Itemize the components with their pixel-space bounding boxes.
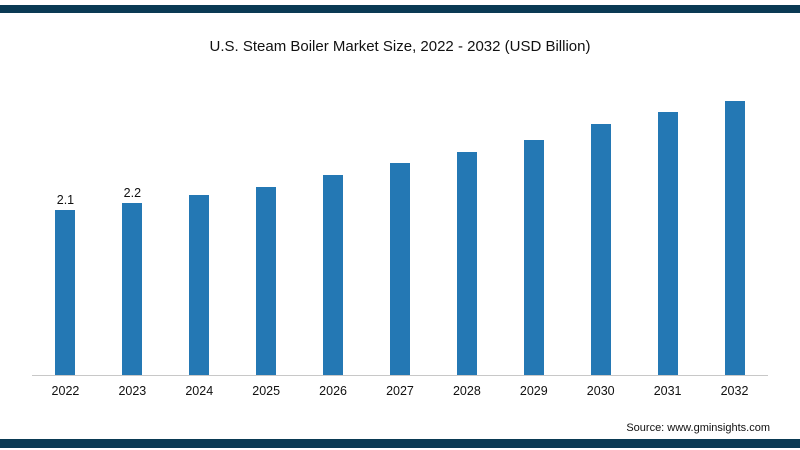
bar	[724, 101, 745, 375]
bar-value-label: 2.2	[123, 186, 142, 200]
x-axis-label: 2022	[51, 384, 80, 398]
x-axis-labels: 2022 2023 2024 2025 2026 2027 2028 2029 2030 2031…	[32, 376, 768, 398]
x-axis-label: 2028	[452, 384, 481, 398]
bar	[189, 195, 210, 375]
bar	[55, 210, 76, 375]
bars-container: 2.1 2.2	[32, 85, 768, 376]
plot-area: 2.1 2.2 2022 2023 2024 2025 2026 2027 2028 2029 2…	[32, 85, 768, 398]
x-axis-label: 2030	[586, 384, 615, 398]
bar-column: 2.1	[32, 193, 99, 375]
chart-title: U.S. Steam Boiler Market Size, 2022 - 20…	[209, 38, 591, 55]
top-border	[0, 5, 800, 13]
x-axis-label: 2031	[653, 384, 682, 398]
bar-column	[500, 140, 567, 375]
bar	[456, 152, 477, 375]
bar	[323, 175, 344, 375]
bar	[523, 140, 544, 375]
x-axis-label: 2023	[118, 384, 147, 398]
bar	[657, 112, 678, 375]
bottom-border	[0, 439, 800, 448]
x-axis-label: 2024	[185, 384, 214, 398]
bar-column	[166, 195, 233, 375]
source-text: Source: www.gminsights.com	[626, 422, 770, 434]
bar-column: 2.2	[99, 186, 166, 375]
x-axis-label: 2025	[252, 384, 281, 398]
x-axis-label: 2032	[720, 384, 749, 398]
x-axis-label: 2027	[386, 384, 414, 398]
bar-column	[634, 112, 701, 375]
bar-column	[567, 124, 634, 375]
bar-column	[433, 152, 500, 375]
bar-column	[701, 101, 768, 375]
bar-column	[233, 187, 300, 375]
x-axis-label: 2029	[519, 384, 548, 398]
bar	[122, 203, 143, 375]
bar	[389, 163, 410, 375]
bar	[590, 124, 611, 375]
bar-value-label: 2.1	[56, 193, 75, 207]
bar-column	[300, 175, 367, 375]
bar	[256, 187, 277, 375]
x-axis-label: 2026	[319, 384, 347, 398]
bar-column	[367, 163, 434, 375]
